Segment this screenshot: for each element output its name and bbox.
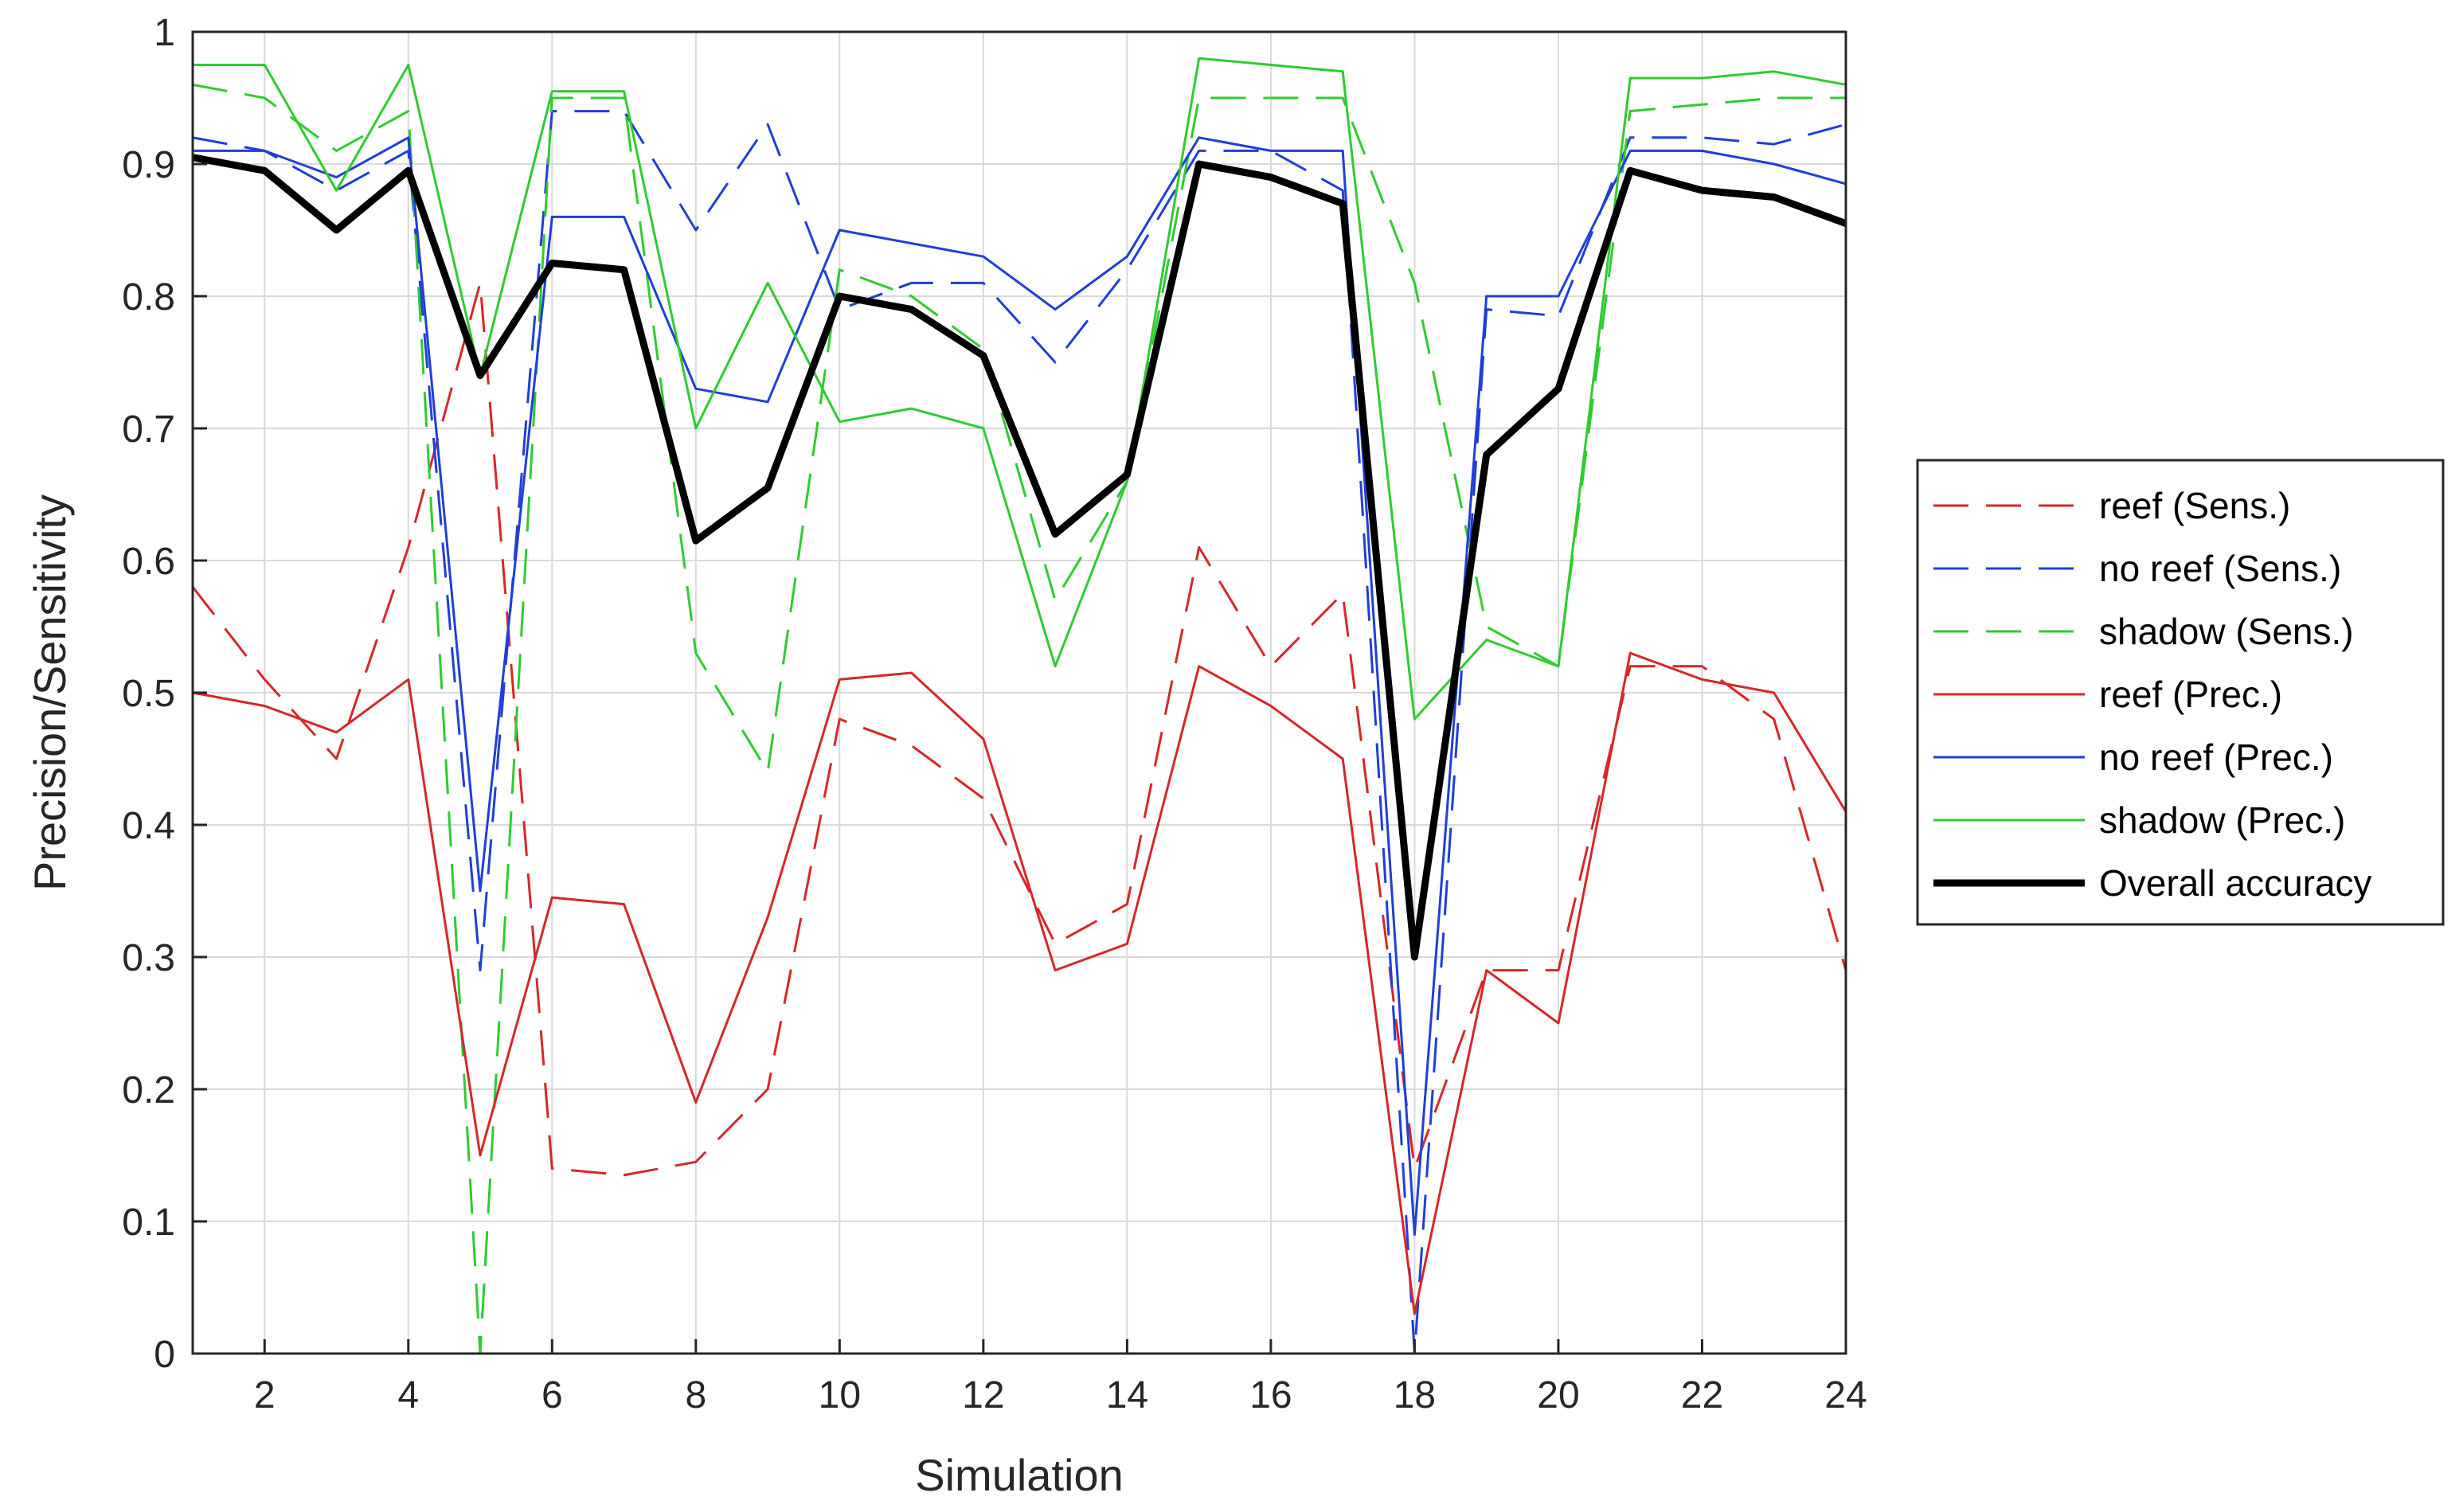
x-axis-ticks: 2 4 6 8 10 12 14 16 18 20 22 24 [254, 1339, 1867, 1416]
y-tick-label: 0.2 [122, 1069, 175, 1112]
y-tick-label: 0.4 [122, 805, 175, 847]
legend-box [1916, 459, 2445, 926]
legend-entry-label: reef (Sens.) [2099, 485, 2290, 526]
x-tick-label: 22 [1681, 1374, 1723, 1416]
x-tick-label: 18 [1394, 1374, 1436, 1416]
x-tick-label: 24 [1824, 1374, 1867, 1416]
legend-entry-label: reef (Prec.) [2099, 674, 2282, 715]
x-tick-label: 10 [819, 1374, 861, 1416]
series-line-no-reef-sens [192, 110, 1847, 1355]
y-tick-label: 0 [154, 1334, 175, 1376]
series-line-reef-sens [191, 281, 1847, 1177]
y-axis-ticks: 0 0.1 0.2 0.3 0.4 0.5 0.6 0.7 0.8 0.9 1 [122, 12, 207, 1376]
x-tick-label: 20 [1537, 1374, 1579, 1416]
x-tick-label: 6 [541, 1374, 563, 1416]
x-axis-label: Simulation [915, 1450, 1123, 1500]
series-line-no-reef-prec [193, 136, 1847, 1237]
y-tick-label: 0.7 [122, 408, 175, 451]
y-tick-label: 0.6 [122, 541, 175, 583]
y-axis-label: Precision/Sensitivity [25, 494, 75, 891]
y-tick-label: 0.1 [122, 1201, 175, 1244]
series-line-overall-accuracy [192, 154, 1847, 961]
y-tick-label: 0.5 [122, 673, 175, 715]
x-tick-label: 16 [1249, 1374, 1292, 1416]
legend-entry-label: shadow (Sens.) [2099, 611, 2354, 652]
legend-entry-label: shadow (Prec.) [2099, 799, 2345, 841]
x-tick-label: 12 [962, 1374, 1004, 1416]
x-tick-label: 2 [254, 1374, 276, 1416]
y-tick-label: 0.3 [122, 937, 175, 979]
legend-entry-label: no reef (Prec.) [2099, 736, 2333, 778]
series-line-reef-prec [192, 651, 1847, 1315]
y-tick-label: 0.8 [122, 276, 175, 318]
legend-entry-label: no reef (Sens.) [2099, 548, 2341, 589]
y-tick-label: 0.9 [122, 144, 175, 186]
y-tick-label: 1 [154, 12, 175, 54]
series-lines [191, 57, 1847, 1355]
series-line-shadow-prec [193, 57, 1847, 721]
x-tick-label: 14 [1106, 1374, 1148, 1416]
x-tick-label: 4 [397, 1374, 419, 1416]
x-tick-label: 8 [685, 1374, 706, 1416]
legend-entry-label: Overall accuracy [2099, 862, 2372, 904]
legend: reef (Sens.) no reef (Sens.) shadow (Sens.… [1916, 459, 2445, 926]
